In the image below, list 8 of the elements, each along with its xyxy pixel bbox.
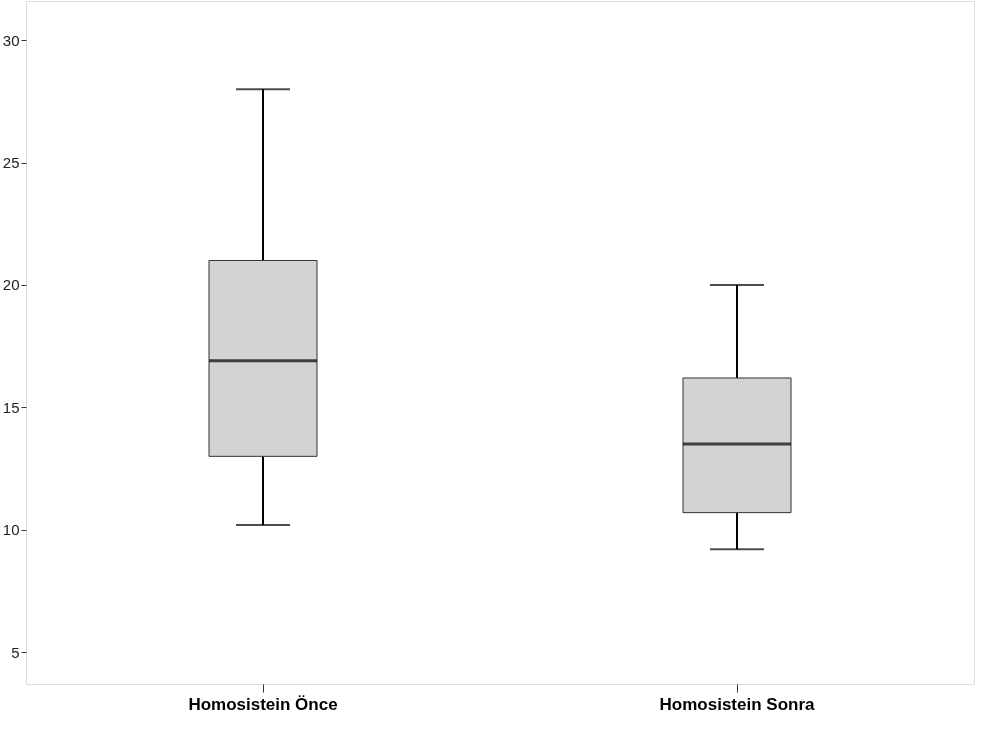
- y-tick-label: 20: [2, 276, 20, 294]
- y-tick-label: 10: [2, 521, 20, 539]
- y-tick-label: 5: [11, 643, 20, 661]
- y-tick-label: 25: [2, 154, 20, 172]
- x-tick-label: Homosistein Sonra: [659, 694, 815, 714]
- y-tick-label: 15: [2, 398, 20, 416]
- x-tick-label: Homosistein Önce: [188, 694, 338, 714]
- y-tick-label: 30: [2, 31, 20, 49]
